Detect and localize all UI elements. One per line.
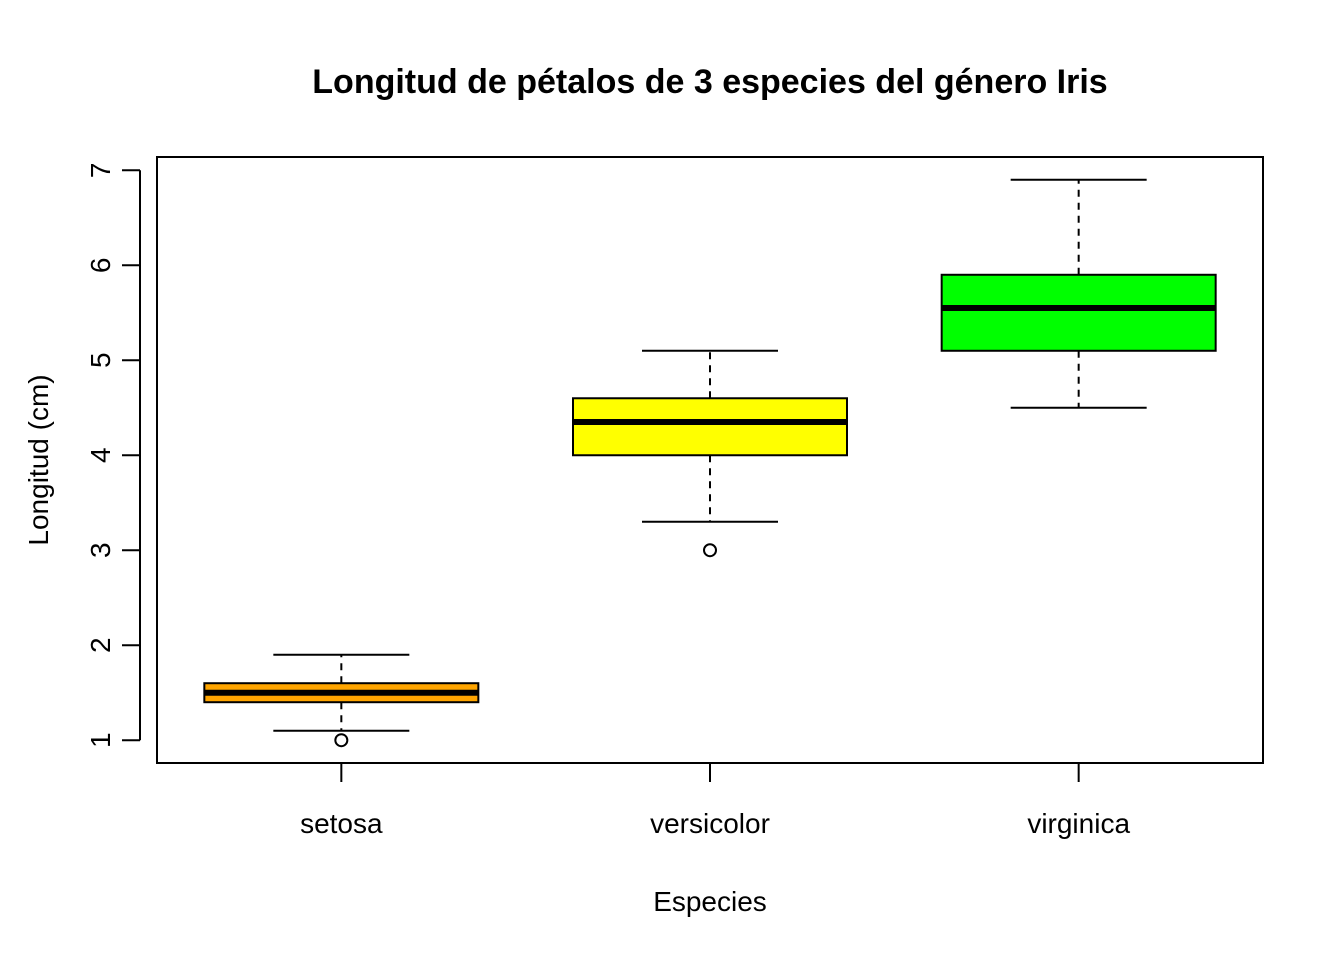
x-tick-label: versicolor [650,808,770,839]
y-tick-label: 3 [85,542,116,558]
outlier-point [334,733,349,748]
box-virginica [940,178,1217,409]
chart-title: Longitud de pétalos de 3 especies del gé… [312,63,1107,101]
box-versicolor [572,349,848,558]
y-tick-label: 6 [85,257,116,273]
y-axis-label: Longitud (cm) [23,374,54,545]
boxes [203,178,1217,748]
box-iqr [572,397,848,457]
outlier-point [703,543,717,558]
x-axis-label: Especies [653,886,767,917]
y-axis: 1 2 3 4 5 6 7 [85,163,141,748]
y-tick-label: 7 [85,163,116,179]
y-tick-label: 2 [85,637,116,653]
x-axis: setosa versicolor virginica [300,763,1130,839]
box-setosa [203,653,480,748]
x-tick-label: setosa [300,808,383,839]
y-tick-label: 5 [85,352,116,368]
y-tick-label: 4 [85,447,116,463]
box-iqr [940,273,1217,352]
y-tick-label: 1 [85,732,116,748]
x-tick-label: virginica [1027,808,1130,839]
